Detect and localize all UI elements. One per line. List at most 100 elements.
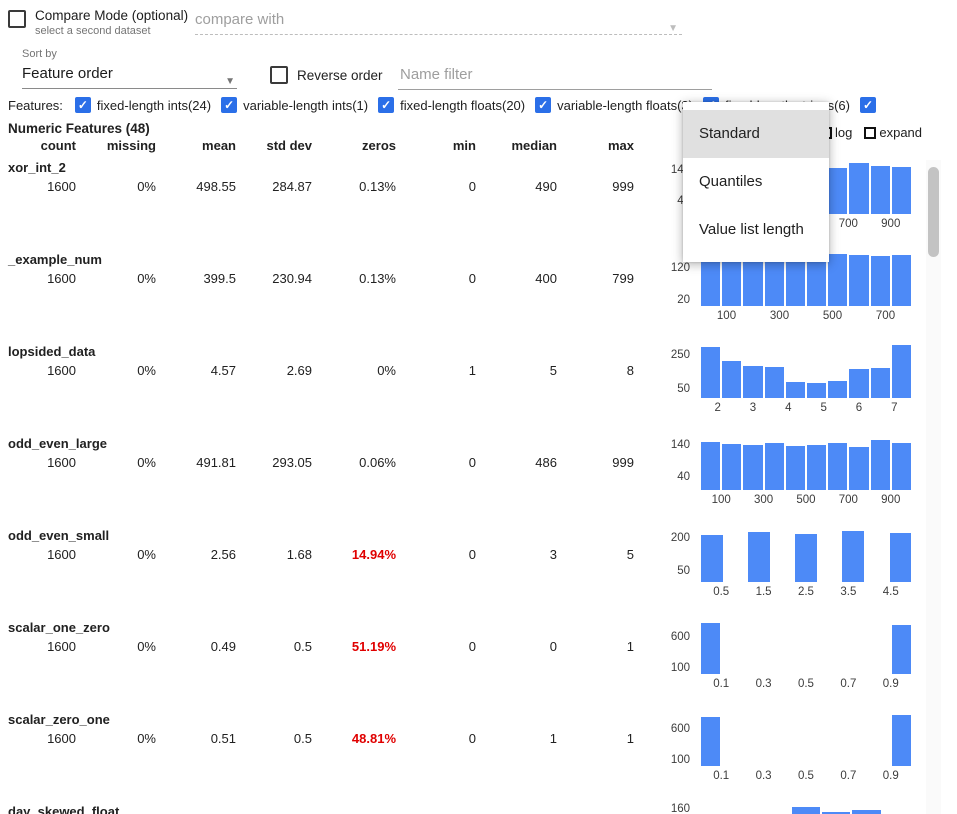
histogram-bars (700, 804, 912, 814)
histogram-bar[interactable] (764, 256, 784, 306)
x-axis-labels: 0.1 0.3 0.5 0.7 0.9 (700, 678, 912, 690)
histogram-bar[interactable] (795, 534, 817, 582)
histogram-bar[interactable] (807, 445, 827, 490)
stat-max: 8 (626, 363, 634, 378)
stat-count: 1600 (47, 639, 76, 654)
x-tick-label: 0.5 (797, 678, 814, 690)
histogram-bar[interactable] (849, 163, 869, 214)
scrollbar[interactable] (926, 160, 941, 814)
histogram-plot: 200 50 (638, 528, 912, 582)
histogram-bar[interactable] (807, 383, 827, 398)
histogram-bar[interactable] (722, 444, 742, 490)
feature-stats: 1600 0% 4.57 2.69 0% 1 5 8 (0, 363, 638, 378)
compare-mode-checkbox[interactable] (8, 10, 26, 28)
histogram-bar[interactable] (701, 717, 721, 766)
x-tick-label: 5 (820, 402, 827, 414)
column-header: zeros (362, 138, 396, 153)
feature-type-filter[interactable]: ✓ (859, 97, 882, 113)
stat-mean: 2.56 (210, 547, 236, 562)
y-tick-label: 50 (677, 383, 690, 396)
expand-checkbox-icon[interactable] (864, 126, 877, 139)
histogram-bar[interactable] (828, 381, 848, 398)
histogram-bar[interactable] (785, 255, 806, 306)
stat-std-dev: 2.69 (286, 363, 312, 378)
x-tick-label: 4 (785, 402, 792, 414)
histogram-bar[interactable] (828, 254, 848, 306)
stat-min: 0 (468, 179, 476, 194)
reverse-order-checkbox[interactable] (270, 66, 288, 84)
feature-type-filter[interactable]: ✓ fixed-length ints(24) (74, 97, 211, 113)
x-axis-labels: 0.5 1.5 2.5 3.5 4.5 (700, 586, 912, 598)
histogram-bar[interactable] (889, 533, 912, 582)
checkbox-checked-icon[interactable]: ✓ (859, 97, 876, 113)
chart-mode-menu-item[interactable]: Standard (683, 110, 829, 158)
feature-name: xor_int_2 (8, 160, 66, 175)
stat-zeros: 0% (377, 363, 396, 378)
histogram-bar[interactable] (701, 535, 723, 582)
compare-with-select[interactable]: compare with ▼ (195, 6, 682, 35)
histogram-bar[interactable] (870, 256, 890, 306)
name-filter-input[interactable] (398, 60, 712, 90)
histogram-bar[interactable] (701, 255, 721, 306)
histogram-bar[interactable] (743, 255, 763, 306)
stat-zeros: 0.13% (359, 271, 396, 286)
checkbox-checked-icon[interactable]: ✓ (378, 97, 395, 113)
histogram-bar[interactable] (807, 256, 827, 306)
histogram-bar[interactable] (828, 168, 848, 214)
chart-mode-menu-item[interactable]: Quantiles (699, 173, 763, 190)
histogram-bar[interactable] (701, 347, 721, 398)
stat-mean: 491.81 (196, 455, 236, 470)
feature-type-filter[interactable]: ✓ variable-length ints(1) (221, 97, 368, 113)
feature-type-filters: ✓ fixed-length ints(24) ✓ variable-length i… (74, 97, 892, 113)
histogram-bar[interactable] (870, 166, 890, 214)
stat-count: 1600 (47, 731, 76, 746)
feature-stats: 1600 0% 0.51 0.5 48.81% 0 1 1 (0, 731, 638, 746)
reverse-order-control[interactable]: Reverse order (270, 66, 383, 84)
feature-row: lopsided_data 1600 0% 4.57 2.69 0% 1 5 8 250 50 2 3 4… (0, 336, 957, 428)
histogram-bar[interactable] (828, 443, 848, 490)
histogram-bar[interactable] (849, 369, 869, 398)
histogram-bar[interactable] (891, 715, 912, 766)
checkbox-checked-icon[interactable]: ✓ (221, 97, 238, 113)
histogram-bar[interactable] (701, 442, 721, 490)
histogram-plot: 600 100 (638, 712, 912, 766)
checkbox-checked-icon[interactable]: ✓ (535, 97, 552, 113)
chart-mode-menu-item[interactable]: Value list length (699, 221, 804, 238)
histogram-bar[interactable] (764, 367, 784, 398)
feature-histogram: 600 100 0.1 0.3 0.5 0.7 0.9 (638, 620, 912, 690)
x-tick-label: 700 (838, 218, 858, 230)
x-tick-label: 0.5 (797, 770, 814, 782)
histogram-bar[interactable] (822, 812, 851, 814)
histogram-bar[interactable] (891, 345, 912, 398)
histogram-bar[interactable] (849, 255, 869, 306)
histogram-bar[interactable] (743, 366, 763, 398)
histogram-bar[interactable] (785, 446, 806, 490)
histogram-bar[interactable] (785, 382, 806, 398)
feature-row: scalar_zero_one 1600 0% 0.51 0.5 48.81% 0 1 1 600… (0, 704, 957, 796)
histogram-bar[interactable] (722, 361, 742, 398)
feature-type-filter[interactable]: ✓ variable-length floats(3) (535, 97, 693, 113)
histogram-bar[interactable] (849, 447, 869, 490)
histogram-bar[interactable] (791, 807, 821, 814)
histogram-bar[interactable] (891, 255, 912, 306)
histogram-bar[interactable] (891, 443, 912, 490)
histogram-bar[interactable] (891, 167, 912, 214)
histogram-bar[interactable] (870, 368, 890, 398)
scrollbar-thumb[interactable] (928, 167, 939, 257)
histogram-bar[interactable] (764, 443, 784, 490)
histogram-bar[interactable] (891, 625, 912, 674)
x-tick-label: 700 (838, 494, 858, 506)
histogram-bar[interactable] (748, 532, 770, 582)
expand-toggle[interactable]: expand (864, 125, 922, 140)
histogram-bar[interactable] (743, 445, 763, 490)
histogram-bar[interactable] (701, 623, 721, 674)
sort-by-select[interactable]: Feature order ▼ (22, 62, 237, 89)
histogram-bar[interactable] (842, 531, 864, 582)
feature-type-filter[interactable]: ✓ fixed-length floats(20) (378, 97, 525, 113)
checkbox-checked-icon[interactable]: ✓ (74, 97, 91, 113)
feature-histogram: 120 20 100 300 500 700 (638, 252, 912, 322)
histogram-bar[interactable] (722, 256, 742, 306)
stat-median: 1 (549, 731, 557, 746)
histogram-bar[interactable] (870, 440, 890, 490)
histogram-bar[interactable] (852, 810, 881, 814)
